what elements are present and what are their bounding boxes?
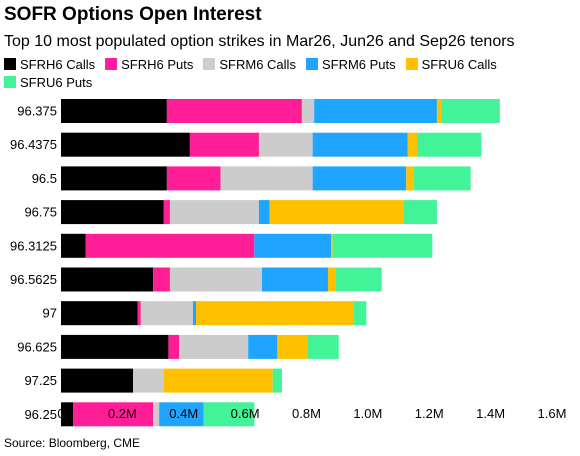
- bar-segment: [166, 99, 302, 123]
- bar-segment: [140, 301, 193, 326]
- chart-title: SOFR Options Open Interest: [4, 4, 262, 25]
- bar-segment: [248, 334, 278, 359]
- bar-segment: [335, 267, 382, 292]
- x-tick-label: 0.6M: [231, 406, 260, 421]
- bar-segment: [258, 132, 313, 157]
- category-label: 97: [43, 306, 57, 321]
- category-label: 96.4375: [10, 137, 57, 152]
- bar-segment: [436, 99, 442, 123]
- x-tick-label: 1.6M: [538, 406, 567, 421]
- x-tick-label: 1.0M: [353, 406, 382, 421]
- x-tick-label: 1.2M: [415, 406, 444, 421]
- bar-segment: [153, 267, 170, 292]
- bar-segment: [269, 200, 404, 225]
- legend-label: SFRH6 Calls: [20, 57, 96, 72]
- category-label: 96.375: [17, 104, 57, 119]
- bar-segment: [166, 166, 221, 191]
- legend-swatch: [305, 58, 318, 70]
- bar-segment: [163, 200, 170, 225]
- bar-segment: [179, 334, 249, 359]
- bar-segment: [262, 267, 328, 292]
- legend-label: SFRU6 Calls: [421, 57, 497, 72]
- x-tick-label: 0: [57, 406, 64, 421]
- bar-segment: [169, 267, 263, 292]
- x-tick-label: 0.2M: [108, 406, 137, 421]
- bar-segment: [168, 334, 180, 359]
- legend-label: SFRM6 Calls: [219, 57, 296, 72]
- bar-segment: [61, 233, 86, 258]
- chart-source: Source: Bloomberg, CME: [4, 436, 141, 450]
- bar-segment: [220, 166, 313, 191]
- bar-segment: [312, 166, 407, 191]
- bar-segment: [441, 99, 500, 123]
- bar-segment: [406, 166, 414, 191]
- bar-segment: [61, 334, 169, 359]
- legend-item: SFRU6 Puts: [4, 74, 92, 92]
- legend-swatch: [4, 76, 16, 88]
- bar-segment: [272, 368, 282, 393]
- legend-item: SFRM6 Puts: [305, 56, 396, 74]
- legend-label: SFRH6 Puts: [121, 57, 194, 72]
- chart-subtitle: Top 10 most populated option strikes in …: [4, 33, 515, 50]
- legend-swatch: [4, 58, 16, 70]
- x-tick-label: 0.4M: [169, 406, 198, 421]
- category-label: 96.625: [17, 339, 57, 354]
- category-label: 96.5: [32, 171, 57, 186]
- category-label: 96.3125: [10, 238, 57, 253]
- chart-legend: SFRH6 Calls SFRH6 Puts SFRM6 Calls SFRM6 Pu…: [4, 56, 576, 92]
- bar-segment: [332, 233, 433, 258]
- bar-segment: [61, 132, 190, 157]
- bar-segment: [169, 200, 259, 225]
- bar-segment: [61, 301, 138, 326]
- bar-segment: [331, 233, 333, 258]
- legend-item: SFRU6 Calls: [405, 56, 497, 74]
- legend-swatch: [405, 58, 418, 70]
- bar-segment: [312, 132, 408, 157]
- category-label: 96.5625: [10, 272, 57, 287]
- category-label: 96.25: [24, 407, 57, 422]
- bar-segment: [277, 334, 309, 359]
- bar-segment: [314, 99, 437, 123]
- bar-segment: [192, 301, 197, 326]
- legend-swatch: [105, 58, 118, 70]
- bar-segment: [413, 166, 471, 191]
- bar-segment: [153, 402, 160, 427]
- x-tick-label: 1.4M: [476, 406, 505, 421]
- legend-label: SFRM6 Puts: [321, 57, 396, 72]
- legend-label: SFRU6 Puts: [20, 75, 93, 90]
- bar-segment: [85, 233, 255, 258]
- bar-segment: [73, 402, 154, 427]
- legend-swatch: [203, 58, 216, 70]
- bar-segment: [133, 368, 164, 393]
- x-tick-label: 0.8M: [292, 406, 321, 421]
- legend-item: SFRH6 Puts: [105, 56, 193, 74]
- bar-segment: [159, 402, 204, 427]
- bar-segment: [254, 233, 332, 258]
- bar-segment: [61, 200, 164, 225]
- legend-item: SFRM6 Calls: [203, 56, 296, 74]
- bar-segment: [61, 402, 74, 427]
- bar-segment: [308, 334, 339, 359]
- category-label: 96.75: [24, 205, 57, 220]
- bar-segment: [61, 166, 167, 191]
- category-label: 97.25: [24, 373, 57, 388]
- legend-item: SFRH6 Calls: [4, 56, 95, 74]
- bar-segment: [327, 267, 336, 292]
- bar-segment: [189, 132, 259, 157]
- bar-segment: [203, 402, 255, 427]
- bar-segment: [403, 200, 437, 225]
- bar-segment: [354, 301, 367, 326]
- bar-segment: [61, 267, 154, 292]
- bar-segment: [416, 132, 482, 157]
- bar-segment: [163, 368, 273, 393]
- bar-segment: [407, 132, 417, 157]
- bar-segment: [61, 368, 134, 393]
- bar-segment: [301, 99, 315, 123]
- bar-segment: [61, 99, 167, 123]
- bar-segment: [196, 301, 355, 326]
- bar-segment: [137, 301, 141, 326]
- bar-segment: [258, 200, 270, 225]
